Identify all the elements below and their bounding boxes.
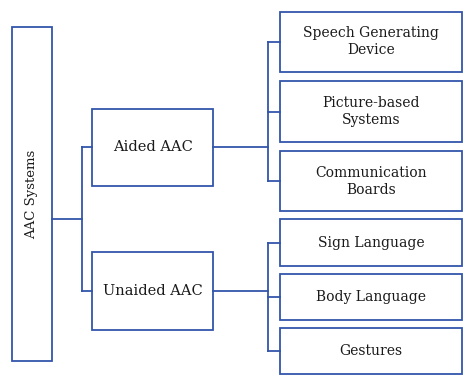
- Text: Communication
Boards: Communication Boards: [315, 166, 427, 197]
- FancyBboxPatch shape: [280, 81, 462, 142]
- FancyBboxPatch shape: [280, 274, 462, 320]
- Text: Gestures: Gestures: [339, 344, 402, 358]
- FancyBboxPatch shape: [280, 328, 462, 374]
- FancyBboxPatch shape: [92, 252, 213, 330]
- Text: AAC Systems: AAC Systems: [26, 149, 38, 239]
- FancyBboxPatch shape: [280, 151, 462, 211]
- FancyBboxPatch shape: [12, 27, 52, 361]
- Text: Sign Language: Sign Language: [318, 236, 424, 249]
- Text: Body Language: Body Language: [316, 290, 426, 304]
- FancyBboxPatch shape: [280, 219, 462, 266]
- FancyBboxPatch shape: [280, 12, 462, 72]
- Text: Aided AAC: Aided AAC: [113, 140, 193, 154]
- Text: Speech Generating
Device: Speech Generating Device: [303, 26, 439, 57]
- Text: Picture-based
Systems: Picture-based Systems: [322, 96, 419, 127]
- Text: Unaided AAC: Unaided AAC: [103, 284, 203, 298]
- FancyBboxPatch shape: [92, 109, 213, 186]
